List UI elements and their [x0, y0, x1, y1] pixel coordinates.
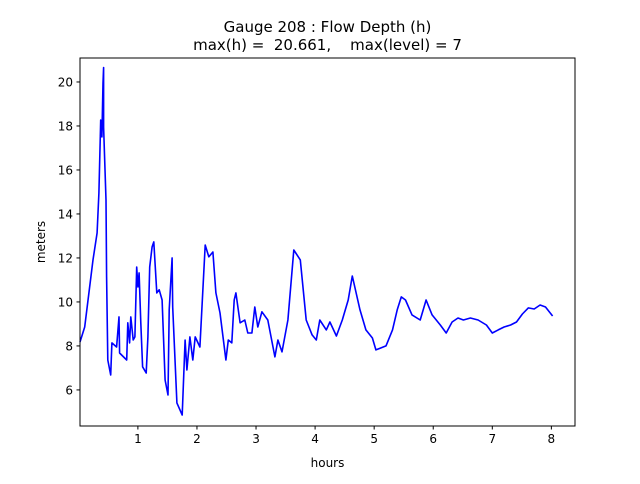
axes-frame [79, 57, 576, 427]
x-axis-label: hours [311, 456, 345, 470]
y-tick-label: 16 [58, 163, 73, 177]
x-tick-label: 3 [252, 432, 260, 446]
x-ticks: 1 2 3 4 5 6 7 8 [134, 426, 555, 446]
y-axis-label: meters [34, 221, 48, 263]
x-tick-label: 2 [193, 432, 201, 446]
y-tick-label: 6 [65, 383, 73, 397]
y-tick-label: 14 [58, 207, 73, 221]
y-tick-label: 12 [58, 251, 73, 265]
chart-title: Gauge 208 : Flow Depth (h) [224, 18, 432, 36]
x-tick-label: 7 [488, 432, 496, 446]
x-tick-label: 5 [370, 432, 378, 446]
x-tick-label: 4 [311, 432, 319, 446]
flow-depth-line [79, 66, 554, 416]
x-tick-label: 8 [548, 432, 556, 446]
x-tick-label: 6 [429, 432, 437, 446]
y-tick-label: 18 [58, 119, 73, 133]
y-tick-label: 20 [58, 75, 73, 89]
chart-subtitle: max(h) = 20.661, max(level) = 7 [193, 36, 462, 54]
y-tick-label: 8 [65, 339, 73, 353]
y-tick-label: 10 [58, 295, 73, 309]
y-ticks: 6 8 10 12 14 16 18 20 [58, 75, 80, 397]
x-tick-label: 1 [134, 432, 142, 446]
plot-area [79, 66, 554, 416]
